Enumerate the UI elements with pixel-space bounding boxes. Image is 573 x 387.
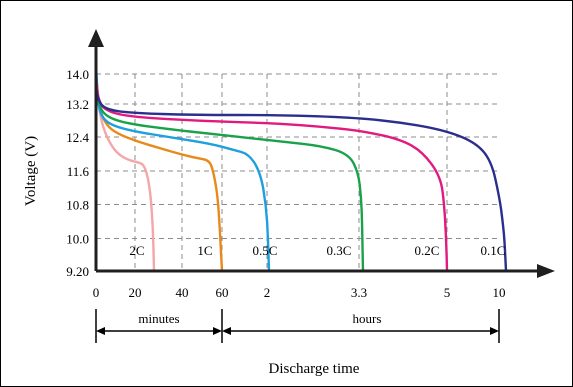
grid-layer <box>96 73 501 271</box>
x-tick-label: 60 <box>216 285 229 300</box>
y-tick-label: 9.20 <box>66 264 89 279</box>
hours-arrow-right <box>490 327 499 335</box>
minutes-arrow-right <box>213 327 222 335</box>
y-axis-arrow <box>88 29 104 47</box>
series-line-0_1CC <box>94 85 508 273</box>
x-axis-arrow <box>537 264 555 278</box>
hours-label: hours <box>353 311 382 326</box>
series-label-0_3C: 0.3C <box>327 243 352 258</box>
y-tick-label: 11.6 <box>67 164 90 179</box>
x-tick-label: 2 <box>264 285 271 300</box>
x-tick-label: 10 <box>493 285 506 300</box>
series-line-0_3CC <box>94 76 365 273</box>
x-axis-label: Discharge time <box>269 361 360 377</box>
y-tick-label: 10.8 <box>66 198 89 213</box>
y-tick-label: 12.4 <box>66 130 89 145</box>
y-axis-label: Voltage (V) <box>23 136 39 206</box>
series-line-0_5CC <box>94 64 271 273</box>
x-tick-label: 5 <box>444 285 451 300</box>
series-line-0_2CC <box>94 74 449 273</box>
hours-arrow-left <box>222 327 231 335</box>
axes-layer <box>88 29 555 278</box>
series-label-0_1C: 0.1C <box>481 243 506 258</box>
x-tick-label: 20 <box>129 285 142 300</box>
curves-layer <box>94 64 508 273</box>
labels-layer: 2C 1C 0.5C 0.3C 0.2C 0.1C 9.20 10.0 10.8 11.6 12.4… <box>23 67 506 377</box>
series-label-2C: 2C <box>129 243 144 258</box>
series-label-0_2C: 0.2C <box>415 243 440 258</box>
y-tick-label: 10.0 <box>66 232 89 247</box>
x-tick-label: 3.3 <box>351 285 367 300</box>
minutes-arrow-left <box>96 327 105 335</box>
x-tick-label: 40 <box>176 285 189 300</box>
series-label-0_5C: 0.5C <box>253 243 278 258</box>
series-line-2CC <box>94 72 156 273</box>
x-tick-label: 0 <box>93 285 100 300</box>
series-label-1C: 1C <box>197 243 212 258</box>
minutes-label: minutes <box>138 311 179 326</box>
y-tick-label: 13.2 <box>66 97 89 112</box>
bracket-layer: minutes hours <box>95 309 500 343</box>
y-tick-label: 14.0 <box>66 67 89 82</box>
